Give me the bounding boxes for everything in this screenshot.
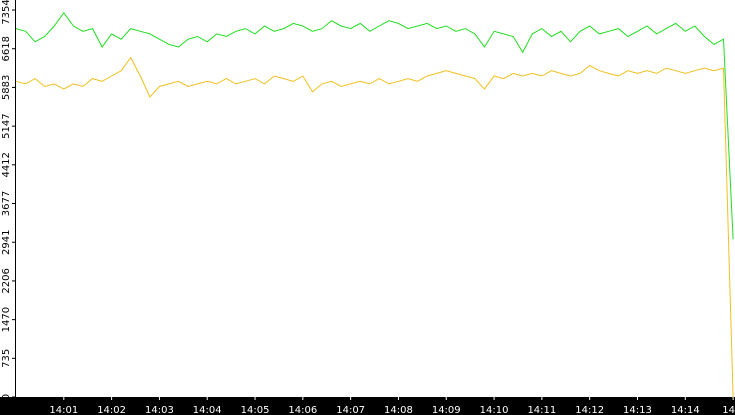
y-tick-label: 735 bbox=[1, 349, 12, 368]
y-tick-label: 2206 bbox=[1, 268, 12, 293]
y-tick-label: 2941 bbox=[1, 230, 12, 255]
series-line bbox=[15, 11, 734, 240]
y-tick-label: 3677 bbox=[1, 191, 12, 216]
y-tick-label: 7354 bbox=[1, 0, 12, 25]
x-tick-label: 14:08 bbox=[384, 405, 413, 415]
x-tick-label: 14 bbox=[722, 405, 735, 415]
x-tick-label: 14:14 bbox=[671, 405, 700, 415]
y-tick-label: 0 bbox=[1, 394, 12, 400]
x-tick-label: 14:10 bbox=[480, 405, 509, 415]
y-tick-label: 5883 bbox=[1, 75, 12, 100]
x-tick-label: 14:12 bbox=[575, 405, 604, 415]
x-tick-label: 14:13 bbox=[623, 405, 652, 415]
x-tick-label: 14:09 bbox=[432, 405, 461, 415]
x-tick-label: 14:04 bbox=[193, 405, 222, 415]
x-tick-label: 14:07 bbox=[336, 405, 365, 415]
x-axis-bar bbox=[0, 397, 735, 415]
x-tick-label: 14:03 bbox=[145, 405, 174, 415]
y-tick-label: 6618 bbox=[1, 36, 12, 61]
y-tick-label: 4412 bbox=[1, 152, 12, 177]
series-line bbox=[15, 56, 734, 398]
x-tick-label: 14:11 bbox=[527, 405, 556, 415]
x-tick-label: 14:05 bbox=[241, 405, 270, 415]
y-tick-label: 5147 bbox=[1, 113, 12, 138]
y-tick-label: 1470 bbox=[1, 307, 12, 332]
x-tick-label: 14:02 bbox=[97, 405, 126, 415]
x-tick-label: 14:06 bbox=[288, 405, 317, 415]
x-tick-label: 14:01 bbox=[49, 405, 78, 415]
